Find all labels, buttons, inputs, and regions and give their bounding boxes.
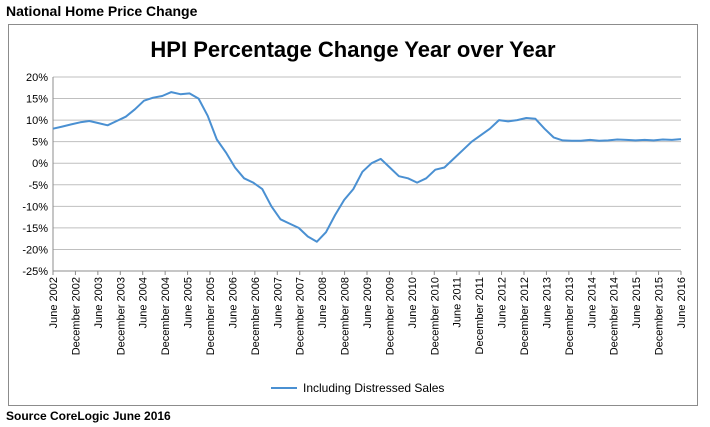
x-tick-label: June 2002 xyxy=(48,277,60,328)
y-tick-label: 15% xyxy=(26,94,48,106)
x-tick-label: December 2005 xyxy=(205,277,217,355)
x-tick-label: December 2002 xyxy=(70,277,82,355)
chart-frame: HPI Percentage Change Year over Year 20%… xyxy=(8,24,698,406)
x-tick-label: December 2006 xyxy=(250,277,262,355)
x-tick-label: December 2012 xyxy=(519,277,531,355)
legend-label: Including Distressed Sales xyxy=(303,381,444,395)
y-tick-label: -5% xyxy=(28,180,48,192)
x-tick-label: June 2003 xyxy=(93,277,105,328)
chart-title: HPI Percentage Change Year over Year xyxy=(150,37,556,62)
x-tick-label: June 2007 xyxy=(272,277,284,328)
x-tick-label: December 2015 xyxy=(654,277,666,355)
y-tick-label: -15% xyxy=(22,223,48,235)
x-tick-label: December 2007 xyxy=(295,277,307,355)
x-tick-label: June 2004 xyxy=(138,277,150,328)
chart-plot: 20%15%10%5%0%-5%-10%-15%-20%-25%June 200… xyxy=(22,72,688,395)
y-tick-label: 20% xyxy=(26,72,48,84)
y-tick-label: 10% xyxy=(26,115,48,127)
x-tick-label: December 2010 xyxy=(429,277,441,355)
x-tick-label: June 2005 xyxy=(183,277,195,328)
x-tick-label: December 2004 xyxy=(160,277,172,355)
x-tick-label: June 2008 xyxy=(317,277,329,328)
source-note: Source CoreLogic June 2016 xyxy=(6,409,171,423)
x-tick-label: June 2014 xyxy=(586,277,598,328)
y-tick-label: -20% xyxy=(22,244,48,256)
x-tick-label: December 2013 xyxy=(564,277,576,355)
x-tick-label: June 2016 xyxy=(676,277,688,328)
x-tick-label: December 2009 xyxy=(384,277,396,355)
y-tick-label: -10% xyxy=(22,201,48,213)
x-tick-label: June 2012 xyxy=(497,277,509,328)
x-tick-label: December 2008 xyxy=(340,277,352,355)
x-tick-label: June 2011 xyxy=(452,277,464,328)
x-tick-label: June 2010 xyxy=(407,277,419,328)
x-tick-label: December 2014 xyxy=(609,277,621,355)
page-header-title: National Home Price Change xyxy=(6,3,198,19)
y-tick-label: 0% xyxy=(32,158,48,170)
x-tick-label: June 2009 xyxy=(362,277,374,328)
y-tick-label: 5% xyxy=(32,137,48,149)
x-tick-label: June 2006 xyxy=(227,277,239,328)
x-tick-label: June 2015 xyxy=(631,277,643,328)
x-tick-label: June 2013 xyxy=(541,277,553,328)
x-tick-label: December 2011 xyxy=(474,277,486,354)
series-line-including-distressed-sales xyxy=(52,91,682,243)
x-tick-label: December 2003 xyxy=(115,277,127,355)
y-tick-label: -25% xyxy=(22,266,48,278)
